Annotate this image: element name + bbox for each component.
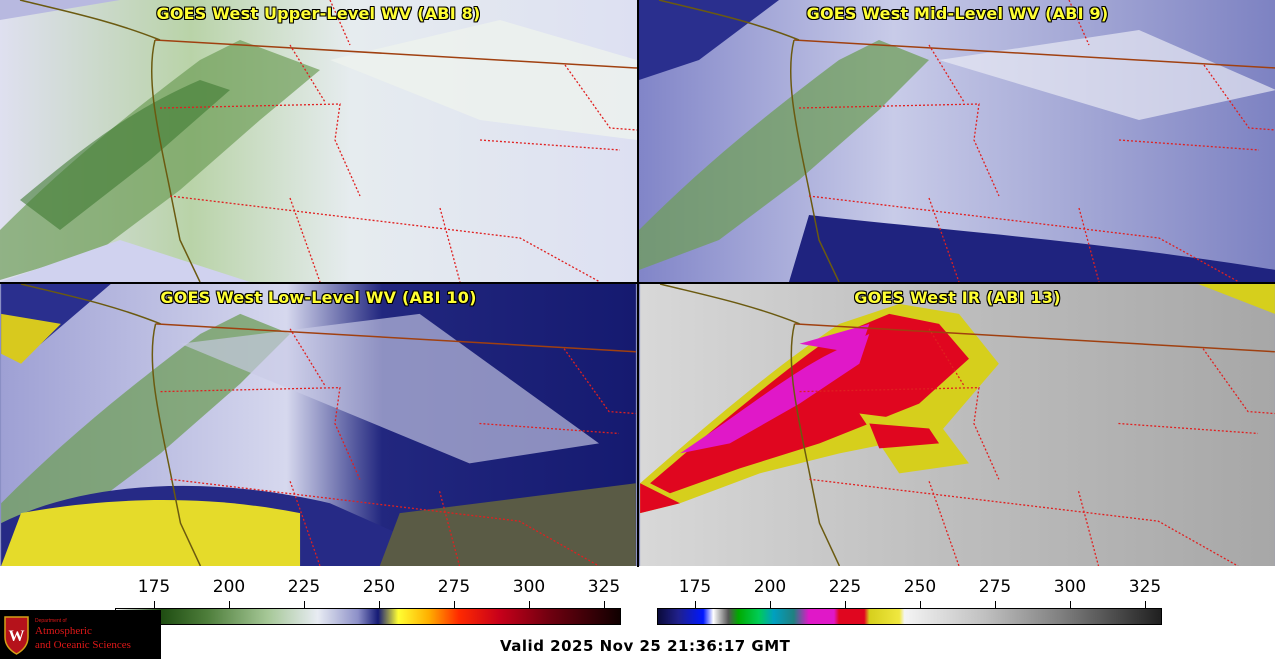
panel-upper-level-wv: GOES West Upper-Level WV (ABI 8) [0,0,637,282]
colorbar-right-ticks: 175 200 225 250 275 300 325 [0,577,1275,617]
upper-level-wv-borders [19,0,637,282]
tick-label: 325 [1128,577,1162,597]
tick-label: 325 [587,577,621,597]
tick-mark [1145,601,1146,608]
panel-title: GOES West Upper-Level WV (ABI 8) [156,4,481,23]
tick-mark [845,601,846,608]
panel-mid-level-wv: GOES West Mid-Level WV (ABI 9) [639,0,1275,282]
tick-mark [529,601,530,608]
ir-borders [659,284,1275,566]
tick-label: 200 [212,577,246,597]
logo-line2: and Oceanic Sciences [35,639,131,651]
tick-label: 275 [437,577,471,597]
low-level-wv-image [1,284,636,566]
mid-level-wv-borders [658,0,1275,282]
panel-divider-horizontal [0,282,1275,284]
tick-mark [920,601,921,608]
upper-level-wv-image [0,0,637,282]
tick-mark [229,601,230,608]
panel-title: GOES West Low-Level WV (ABI 10) [160,288,477,307]
tick-mark [604,601,605,608]
tick-mark [995,601,996,608]
tick-label: 275 [978,577,1012,597]
tick-label: 175 [678,577,712,597]
tick-label: 250 [362,577,396,597]
uw-crest-icon: W [4,616,29,655]
tick-label: 200 [753,577,787,597]
colorbar-left-ticks: 175 200 225 250 275 300 325 [0,577,640,617]
panel-low-level-wv: GOES West Low-Level WV (ABI 10) [0,284,637,566]
svg-text:W: W [9,628,25,645]
colorbar-wv [115,608,621,625]
valid-time: Valid 2025 Nov 25 21:36:17 GMT [500,637,791,655]
tick-label: 300 [1053,577,1087,597]
tick-mark [304,601,305,608]
tick-mark [379,601,380,608]
tick-mark [1070,601,1071,608]
ir-image [640,284,1275,566]
tick-mark [695,601,696,608]
mid-level-wv-image [639,0,1275,282]
panel-ir: GOES West IR (ABI 13) [639,284,1275,566]
tick-mark [770,601,771,608]
tick-mark [454,601,455,608]
tick-label: 225 [828,577,862,597]
tick-label: 175 [137,577,171,597]
colorbar-ir [657,608,1162,625]
tick-mark [154,601,155,608]
panel-title: GOES West Mid-Level WV (ABI 9) [806,4,1109,23]
logo-dept: Department of [35,618,67,624]
tick-label: 225 [287,577,321,597]
aos-logo: W Department of Atmospheric and Oceanic … [0,610,161,659]
tick-label: 300 [512,577,546,597]
logo-line1: Atmospheric [35,625,92,637]
low-level-wv-borders [20,284,636,566]
panel-title: GOES West IR (ABI 13) [854,288,1061,307]
tick-label: 250 [903,577,937,597]
